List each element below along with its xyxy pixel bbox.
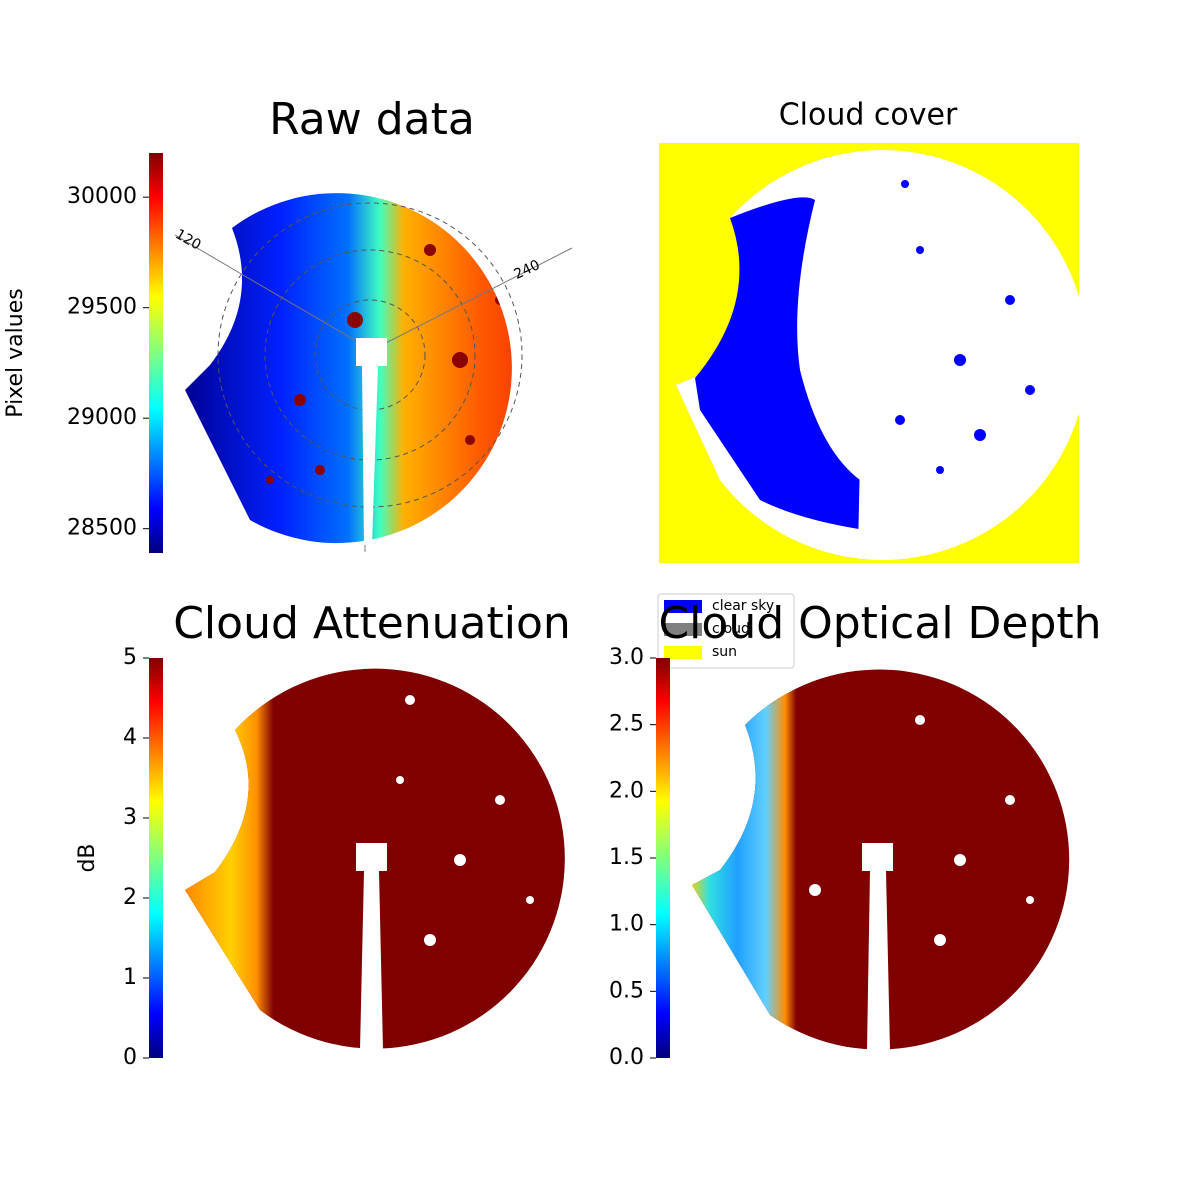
panel-title: Cloud Optical Depth bbox=[658, 598, 1101, 649]
colorbar-tick-label: 1.5 bbox=[609, 845, 644, 870]
legend: clear sky cloud sun bbox=[657, 593, 795, 669]
panel-title: Cloud cover bbox=[779, 98, 958, 133]
colorbar-tick-label: 1.0 bbox=[609, 912, 644, 937]
colorbar-tick-label: 30000 bbox=[67, 184, 137, 209]
legend-swatch bbox=[664, 600, 702, 613]
raw-image bbox=[185, 193, 512, 544]
colorbar-tick-label: 3.0 bbox=[609, 645, 644, 670]
legend-label: cloud bbox=[712, 621, 750, 637]
colorbar-tick-label: 29500 bbox=[67, 295, 137, 320]
colorbar-tick-label: 2.0 bbox=[609, 778, 644, 803]
mast bbox=[356, 843, 387, 1050]
colorbar-tick-label: 2 bbox=[123, 885, 137, 910]
legend-label: sun bbox=[712, 644, 737, 660]
polar-label: 240 bbox=[512, 257, 543, 283]
colorbar bbox=[149, 153, 163, 553]
colorbar-tick-label: 4 bbox=[123, 725, 137, 750]
colorbar-tick-label: 0.5 bbox=[609, 978, 644, 1003]
legend-label: clear sky bbox=[712, 598, 774, 614]
colorbar-tick-label: 5 bbox=[123, 645, 137, 670]
mast bbox=[356, 338, 387, 545]
colorbar-tick-label: 1 bbox=[123, 965, 137, 990]
panel-title: Raw data bbox=[269, 94, 475, 145]
colorbar bbox=[149, 658, 163, 1058]
colorbar-tick-label: 29000 bbox=[67, 405, 137, 430]
colorbar-label: Pixel values bbox=[3, 288, 28, 417]
colorbar-tick-label: 28500 bbox=[67, 516, 137, 541]
panel-title: Cloud Attenuation bbox=[173, 598, 571, 649]
colorbar bbox=[656, 658, 670, 1058]
legend-swatch bbox=[664, 646, 702, 659]
colorbar-tick-label: 0 bbox=[123, 1045, 137, 1070]
colorbar-tick-label: 2.5 bbox=[609, 712, 644, 737]
colorbar-tick-label: 0.0 bbox=[609, 1045, 644, 1070]
legend-swatch bbox=[664, 623, 702, 636]
colorbar-label: dB bbox=[75, 843, 100, 872]
cloud-cover-image bbox=[659, 143, 1088, 563]
mast bbox=[862, 843, 893, 1050]
colorbar-tick-label: 3 bbox=[123, 805, 137, 830]
